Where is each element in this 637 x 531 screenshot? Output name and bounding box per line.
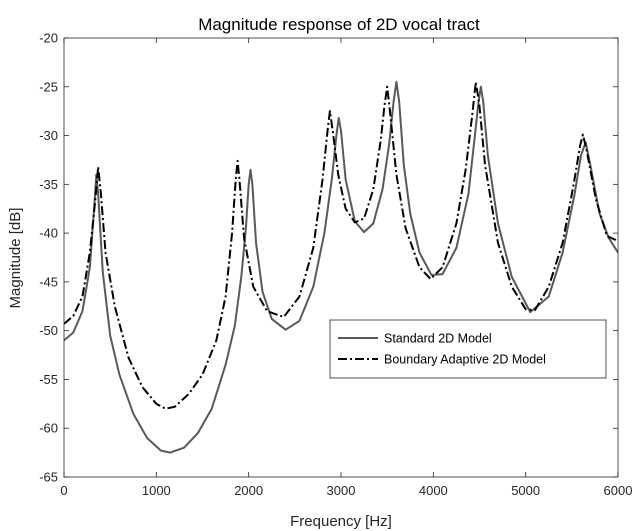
y-tick-label: -35: [39, 177, 58, 192]
x-tick-label: 6000: [604, 483, 633, 498]
x-tick-label: 2000: [234, 483, 263, 498]
y-tick-label: -50: [39, 323, 58, 338]
x-tick-label: 3000: [327, 483, 356, 498]
y-tick-label: -55: [39, 372, 58, 387]
y-tick-label: -60: [39, 421, 58, 436]
y-tick-label: -65: [39, 470, 58, 485]
chart-title: Magnitude response of 2D vocal tract: [198, 15, 480, 34]
x-axis-label: Frequency [Hz]: [290, 513, 392, 530]
plot-area: 0 1000 2000 3000 4000 5000 6000 -20 -25 -30 -35 -40…: [39, 31, 632, 499]
y-tick-label: -20: [39, 31, 58, 46]
x-tick-label: 1000: [142, 483, 171, 498]
y-tick-label: -40: [39, 226, 58, 241]
legend-box: [329, 319, 607, 379]
x-tick-label: 0: [60, 483, 67, 498]
legend-label-1: Standard 2D Model: [384, 332, 492, 346]
x-tick-label: 4000: [419, 483, 448, 498]
y-tick-label: -45: [39, 274, 58, 289]
series-line-1: [64, 80, 618, 454]
y-tick-label: -25: [39, 79, 58, 94]
series-line-2: [64, 80, 618, 410]
legend-label-2: Boundary Adaptive 2D Model: [384, 353, 546, 367]
y-tick-label: -30: [39, 128, 58, 143]
y-axis-label: Magnitude [dB]: [7, 208, 24, 309]
x-tick-label: 5000: [511, 483, 540, 498]
